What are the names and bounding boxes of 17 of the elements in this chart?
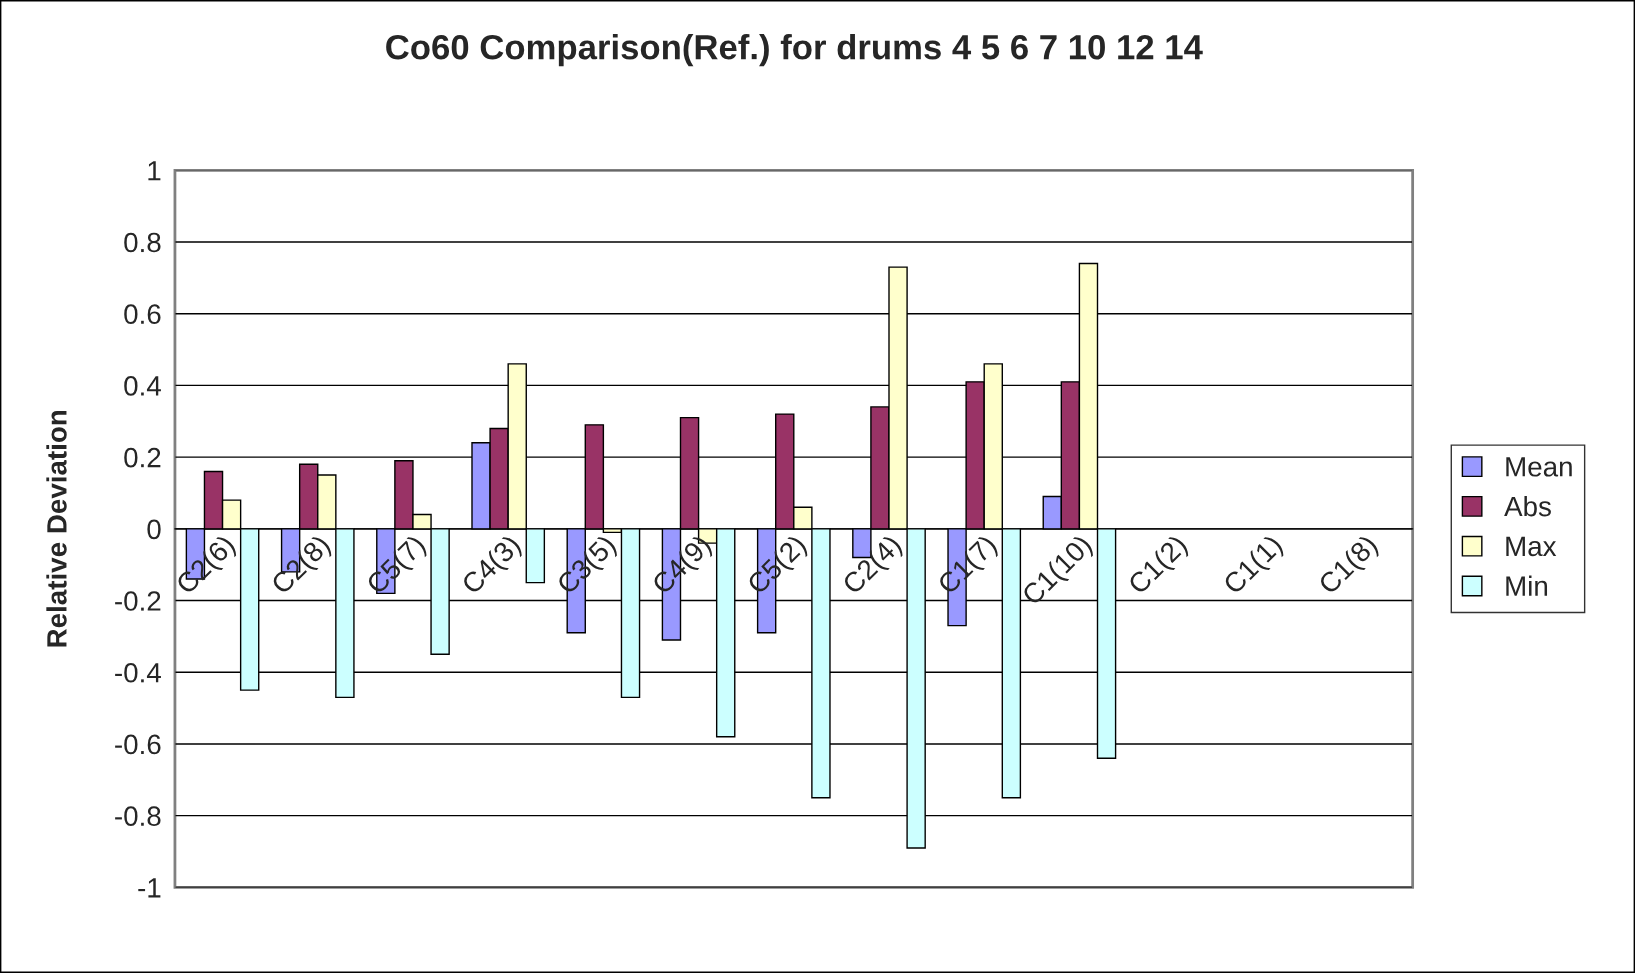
- chart-title: Co60 Comparison(Ref.) for drums 4 5 6 7 10 12 14: [386, 34, 1203, 67]
- y-tick-label: -0.4: [115, 662, 161, 683]
- y-tick-label: -0.6: [115, 734, 161, 755]
- legend-label: Mean: [1506, 457, 1572, 477]
- y-tick-label: -0.8: [115, 806, 161, 826]
- legend-label: Abs: [1504, 495, 1551, 517]
- y-axis-title: Relative Deviation: [46, 410, 67, 647]
- y-tick-label: -1: [138, 878, 161, 898]
- y-tick-label: 0.6: [124, 304, 161, 325]
- legend-label: Max: [1506, 536, 1557, 557]
- legend-label: Min: [1506, 575, 1548, 596]
- y-tick-label: 0.8: [124, 232, 161, 253]
- y-tick-label: 0.4: [124, 376, 161, 396]
- y-tick-label: 0: [147, 519, 161, 540]
- y-tick-label: 0.2: [124, 447, 161, 468]
- y-tick-label: 1: [148, 161, 161, 181]
- y-tick-label: -0.2: [115, 591, 161, 611]
